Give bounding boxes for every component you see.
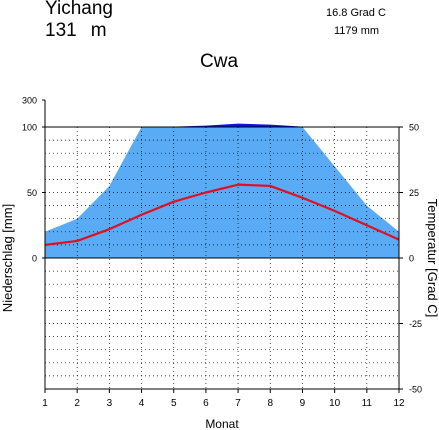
precip-tick-label: 300 — [22, 96, 37, 106]
mean-temperature: 16.8 Grad C — [326, 7, 386, 19]
temp-tick-label: 50 — [409, 123, 419, 133]
x-tick-label: 3 — [107, 398, 113, 409]
precip-tick-label: 50 — [27, 188, 37, 198]
x-tick-label: 5 — [171, 398, 177, 409]
right-axis-title: Temperatur [Grad C] — [425, 199, 439, 318]
temperature-series-line — [44, 183, 400, 246]
precip-tick-label: 0 — [32, 254, 37, 264]
x-tick-label: 6 — [203, 398, 209, 409]
left-axis-title: Niederschlag [mm] — [0, 204, 15, 312]
x-tick-label: 8 — [267, 398, 273, 409]
x-tick-label: 4 — [139, 398, 145, 409]
station-elevation: 131 m — [45, 20, 107, 42]
x-axis-title: Monat — [205, 417, 239, 430]
x-tick-label: 7 — [235, 398, 241, 409]
precip-tick-label: 100 — [22, 123, 37, 133]
temp-tick-label: 25 — [409, 188, 419, 198]
annual-precipitation: 1179 mm — [334, 25, 380, 37]
temp-tick-label: -50 — [409, 385, 422, 395]
temp-tick-label: 0 — [409, 254, 414, 264]
temp-tick-label: -25 — [409, 319, 422, 329]
elevation-value: 131 — [45, 20, 77, 41]
x-tick-label: 12 — [393, 398, 405, 409]
x-tick-label: 9 — [300, 398, 306, 409]
x-tick-label: 1 — [42, 398, 48, 409]
grid — [45, 126, 399, 389]
x-tick-label: 10 — [329, 398, 341, 409]
station-name: Yichang — [45, 0, 113, 19]
x-tick-label: 2 — [74, 398, 80, 409]
elevation-unit: m — [90, 20, 107, 41]
climate-classification: Cwa — [200, 51, 239, 72]
x-tick-label: 11 — [362, 398, 373, 409]
temperature-line — [44, 183, 400, 246]
precipitation-excess-fill — [45, 123, 399, 127]
